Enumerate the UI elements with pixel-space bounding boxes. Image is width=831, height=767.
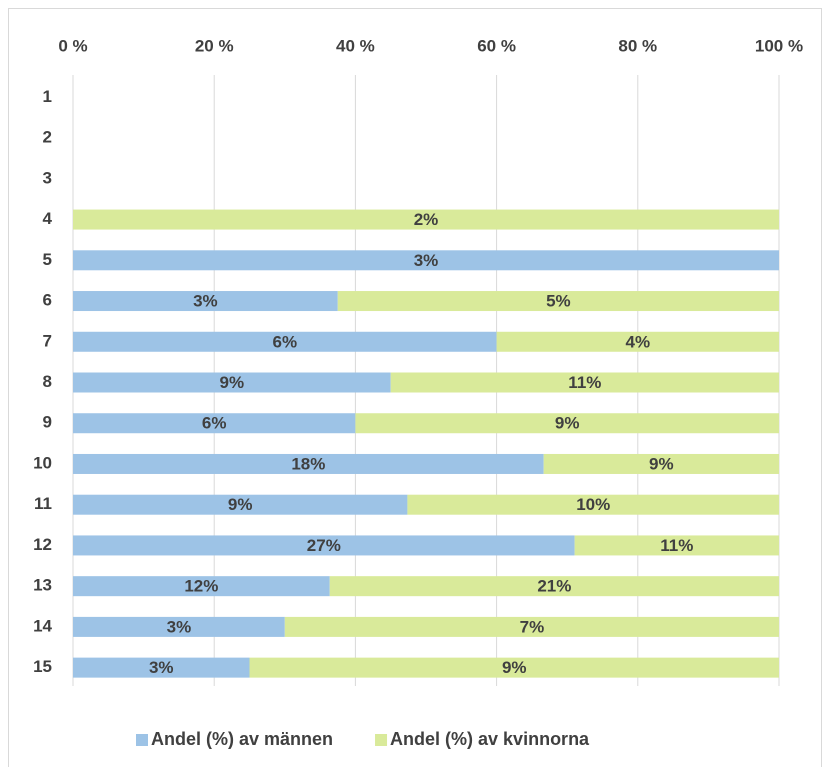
data-label: 3%	[149, 658, 174, 677]
data-label: 11%	[660, 536, 693, 555]
y-tick-label: 9	[43, 413, 52, 432]
bar-segment	[574, 535, 779, 556]
data-label: 3%	[414, 251, 439, 270]
bar-segment	[249, 657, 779, 678]
x-tick-label: 60 %	[477, 36, 516, 55]
bar-segment	[73, 657, 250, 678]
bar-segment	[543, 453, 779, 474]
y-tick-label: 8	[43, 372, 52, 391]
data-label: 9%	[555, 414, 580, 433]
y-tick-label: 3	[43, 168, 52, 187]
x-tick-label: 20 %	[195, 36, 234, 55]
x-tick-label: 0 %	[58, 36, 87, 55]
y-tick-label: 12	[33, 535, 52, 554]
data-label: 6%	[273, 332, 298, 351]
bar-segment	[73, 413, 356, 434]
y-tick-label: 2	[43, 128, 52, 147]
data-label: 9%	[228, 495, 253, 514]
bar-segment	[73, 494, 408, 515]
bar-segment	[73, 372, 391, 393]
legend-label: Andel (%) av männen	[151, 729, 333, 749]
data-label: 10%	[576, 495, 610, 514]
data-label: 9%	[649, 454, 674, 473]
bar-segment	[284, 616, 779, 637]
bar-segment	[73, 616, 285, 637]
bar-segment	[73, 209, 779, 230]
y-tick-label: 10	[33, 453, 52, 472]
x-tick-label: 40 %	[336, 36, 375, 55]
y-tick-label: 13	[33, 576, 52, 595]
data-label: 2%	[414, 210, 439, 229]
data-label: 21%	[537, 577, 571, 596]
bar-segment	[337, 291, 779, 312]
y-tick-label: 1	[43, 87, 52, 106]
data-label: 11%	[568, 373, 601, 392]
data-label: 4%	[626, 332, 651, 351]
legend-swatch	[136, 734, 148, 746]
y-tick-label: 11	[34, 494, 52, 513]
data-label: 3%	[193, 292, 218, 311]
data-label: 5%	[546, 292, 571, 311]
legend-swatch	[375, 734, 388, 746]
bar-segment	[73, 291, 338, 312]
y-tick-label: 6	[43, 291, 52, 310]
y-tick-label: 5	[43, 250, 52, 269]
bar-segment	[73, 576, 330, 597]
data-label: 7%	[520, 617, 545, 636]
x-tick-label: 80 %	[618, 36, 657, 55]
y-tick-label: 14	[33, 616, 52, 635]
bar-segment	[329, 576, 779, 597]
bar-segment	[390, 372, 779, 393]
data-label: 12%	[184, 577, 218, 596]
y-tick-label: 7	[43, 331, 52, 350]
y-tick-label: 15	[33, 657, 52, 676]
data-label: 18%	[291, 454, 325, 473]
data-label: 6%	[202, 414, 227, 433]
bar-segment	[73, 535, 575, 556]
bar-segment	[73, 453, 544, 474]
bar-segment	[496, 331, 779, 352]
bar-segment	[73, 250, 779, 271]
x-tick-label: 100 %	[755, 36, 803, 55]
bar-segment	[407, 494, 779, 515]
data-label: 27%	[307, 536, 341, 555]
data-label: 9%	[502, 658, 527, 677]
data-label: 3%	[167, 617, 192, 636]
bar-segment	[73, 331, 497, 352]
bar-segment	[355, 413, 779, 434]
legend-label: Andel (%) av kvinnorna	[390, 729, 590, 749]
y-tick-label: 4	[43, 209, 53, 228]
data-label: 9%	[220, 373, 245, 392]
